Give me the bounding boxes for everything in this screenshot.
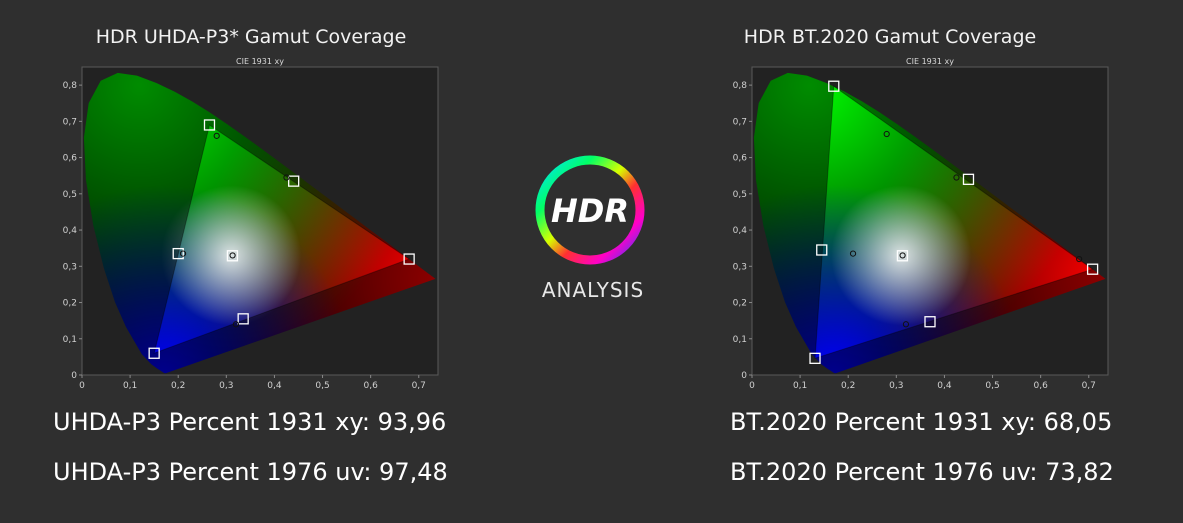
y-tick-label: 0,3 (63, 262, 77, 272)
measured-point-cyan (179, 250, 187, 257)
measured-point-white (899, 252, 906, 259)
hdr-analysis-logo: HDR ANALYSIS (528, 152, 658, 302)
x-tick-label: 0 (79, 381, 85, 391)
target-marker-white (896, 250, 909, 262)
hdr-ring-icon: HDR (535, 155, 645, 265)
target-marker-green (203, 119, 216, 131)
x-tick-label: 0 (749, 381, 755, 391)
target-marker-magenta (924, 316, 936, 328)
x-tick-label: 0,4 (937, 381, 952, 391)
target-marker-blue (809, 352, 821, 364)
chart-subtitle: CIE 1931 xy (236, 57, 284, 66)
y-tick-label: 0,3 (733, 262, 747, 272)
target-marker-yellow (288, 175, 300, 187)
y-tick-label: 0,5 (733, 190, 747, 200)
measured-point-cyan (849, 250, 857, 257)
x-tick-label: 0,2 (171, 381, 185, 391)
y-tick-label: 0,5 (63, 190, 77, 200)
chart-title: HDR UHDA-P3* Gamut Coverage (95, 26, 407, 48)
stat-1976-uv: BT.2020 Percent 1976 uv: 73,82 (730, 458, 1114, 486)
measured-point-red (1076, 255, 1083, 263)
stat-1931-xy: BT.2020 Percent 1931 xy: 68,05 (730, 408, 1113, 436)
target-marker-cyan (816, 244, 828, 256)
x-tick-label: 0,5 (985, 381, 999, 391)
x-tick-label: 0,3 (219, 381, 233, 391)
chart-subtitle: CIE 1931 xy (906, 57, 954, 66)
y-tick-label: 0,4 (63, 226, 78, 236)
y-tick-label: 0,1 (63, 335, 77, 345)
target-marker-magenta (237, 313, 249, 325)
x-tick-label: 0,1 (793, 381, 807, 391)
measured-point-magenta (232, 321, 240, 328)
y-tick-label: 0,8 (63, 81, 78, 91)
x-tick-label: 0,2 (841, 381, 855, 391)
logo-caption: ANALYSIS (541, 278, 645, 302)
y-tick-label: 0,6 (63, 154, 78, 164)
chart-panel-bt2020: HDR BT.2020 Gamut Coverage CIE 1931 xy 0 0… (670, 0, 1183, 523)
target-marker-green (828, 80, 840, 92)
measured-point-magenta (902, 321, 910, 328)
x-tick-label: 0,4 (267, 381, 282, 391)
x-tick-label: 0,7 (1082, 381, 1096, 391)
target-marker-yellow (962, 173, 975, 185)
x-tick-label: 0,6 (363, 381, 378, 391)
y-tick-label: 0,6 (733, 154, 748, 164)
x-tick-label: 0,6 (1033, 381, 1048, 391)
y-tick-label: 0,1 (733, 335, 747, 345)
cie-chart-bt2020: CIE 1931 xy 0 0,1 0,2 0,3 0,4 0,5 0,6 0,7 0 0,1 0,2… (733, 57, 1109, 391)
y-tick-label: 0,8 (733, 81, 748, 91)
measured-point-green (883, 130, 890, 138)
x-tick-label: 0,3 (889, 381, 903, 391)
x-tick-label: 0,7 (412, 381, 426, 391)
stat-1931-xy: UHDA-P3 Percent 1931 xy: 93,96 (53, 408, 447, 436)
x-tick-label: 0,1 (123, 381, 137, 391)
chart-panel-uhda-p3: HDR UHDA-P3* Gamut Coverage CIE 1931 xy 0… (0, 0, 480, 523)
y-tick-label: 0 (71, 371, 77, 381)
measured-point-yellow (283, 174, 290, 181)
target-marker-blue (148, 347, 160, 359)
y-tick-label: 0,2 (733, 299, 747, 309)
stat-1976-uv: UHDA-P3 Percent 1976 uv: 97,48 (53, 458, 448, 486)
y-tick-label: 0 (741, 371, 747, 381)
target-marker-red (403, 253, 415, 265)
measured-point-yellow (953, 174, 960, 181)
cie-chart-uhda-p3: CIE 1931 xy 0 0,1 0,2 0,3 0,4 0,5 0,6 0,7 0 0,1 0,2… (63, 57, 439, 391)
chart-title: HDR BT.2020 Gamut Coverage (743, 26, 1037, 48)
y-tick-label: 0,4 (733, 226, 748, 236)
target-marker-white (226, 250, 239, 262)
y-tick-label: 0,7 (63, 117, 77, 127)
target-marker-red (1086, 263, 1099, 275)
measured-point-white (229, 252, 236, 259)
y-tick-label: 0,2 (63, 299, 77, 309)
logo-mark: HDR (551, 192, 629, 230)
target-marker-cyan (172, 247, 184, 260)
y-tick-label: 0,7 (733, 117, 747, 127)
measured-point-green (213, 132, 220, 139)
x-tick-label: 0,5 (315, 381, 329, 391)
